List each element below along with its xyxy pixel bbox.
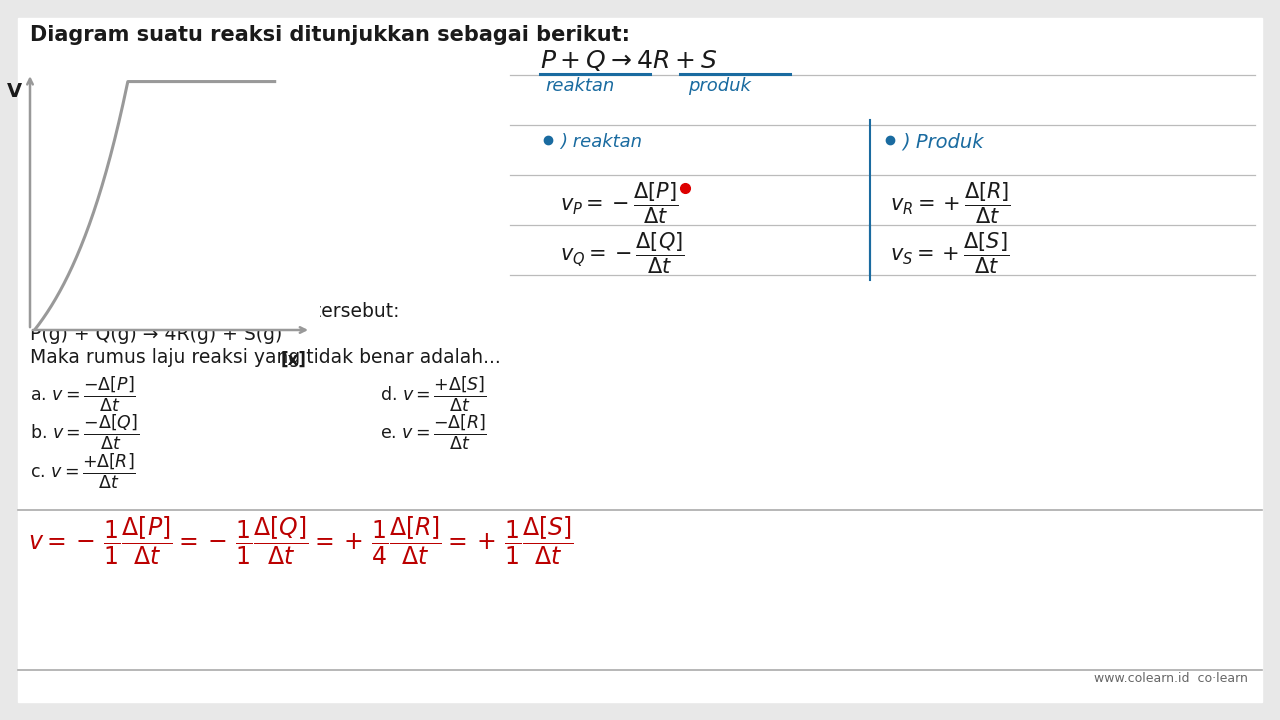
Text: Jika reaksi kimia dari diagram tersebut:: Jika reaksi kimia dari diagram tersebut:	[29, 302, 401, 321]
Text: a. $v = \dfrac{-\Delta[P]}{\Delta t}$: a. $v = \dfrac{-\Delta[P]}{\Delta t}$	[29, 375, 136, 415]
Text: Diagram suatu reaksi ditunjukkan sebagai berikut:: Diagram suatu reaksi ditunjukkan sebagai…	[29, 25, 630, 45]
Text: $v_S = +\dfrac{\Delta[S]}{\Delta t}$: $v_S = +\dfrac{\Delta[S]}{\Delta t}$	[890, 230, 1010, 276]
Text: www.colearn.id  co·learn: www.colearn.id co·learn	[1094, 672, 1248, 685]
Text: Maka rumus laju reaksi yang tidak benar adalah...: Maka rumus laju reaksi yang tidak benar …	[29, 348, 500, 367]
Text: c. $v = \dfrac{+\Delta[R]}{\Delta t}$: c. $v = \dfrac{+\Delta[R]}{\Delta t}$	[29, 452, 136, 492]
Text: [x]: [x]	[280, 351, 306, 369]
Text: $P + Q \rightarrow 4R + S$: $P + Q \rightarrow 4R + S$	[540, 48, 717, 73]
Text: $v_R = +\dfrac{\Delta[R]}{\Delta t}$: $v_R = +\dfrac{\Delta[R]}{\Delta t}$	[890, 180, 1011, 225]
Text: b. $v = \dfrac{-\Delta[Q]}{\Delta t}$: b. $v = \dfrac{-\Delta[Q]}{\Delta t}$	[29, 413, 140, 452]
Text: $v_P = -\dfrac{\Delta[P]}{\Delta t}$: $v_P = -\dfrac{\Delta[P]}{\Delta t}$	[561, 180, 678, 225]
Text: P(g) + Q(g) → 4R(g) + S(g): P(g) + Q(g) → 4R(g) + S(g)	[29, 325, 283, 344]
Text: reaktan: reaktan	[545, 77, 614, 95]
Text: V: V	[8, 81, 23, 101]
Text: $v = -\,\dfrac{1}{1}\dfrac{\Delta[P]}{\Delta t} = -\,\dfrac{1}{1}\dfrac{\Delta[Q: $v = -\,\dfrac{1}{1}\dfrac{\Delta[P]}{\D…	[28, 515, 573, 567]
Text: d. $v = \dfrac{+\Delta[S]}{\Delta t}$: d. $v = \dfrac{+\Delta[S]}{\Delta t}$	[380, 375, 486, 415]
Text: $v_Q = -\dfrac{\Delta[Q]}{\Delta t}$: $v_Q = -\dfrac{\Delta[Q]}{\Delta t}$	[561, 230, 685, 276]
Text: ) Produk: ) Produk	[902, 133, 983, 152]
Text: e. $v = \dfrac{-\Delta[R]}{\Delta t}$: e. $v = \dfrac{-\Delta[R]}{\Delta t}$	[380, 413, 486, 452]
Text: ) reaktan: ) reaktan	[561, 133, 643, 151]
Text: produk: produk	[689, 77, 751, 95]
